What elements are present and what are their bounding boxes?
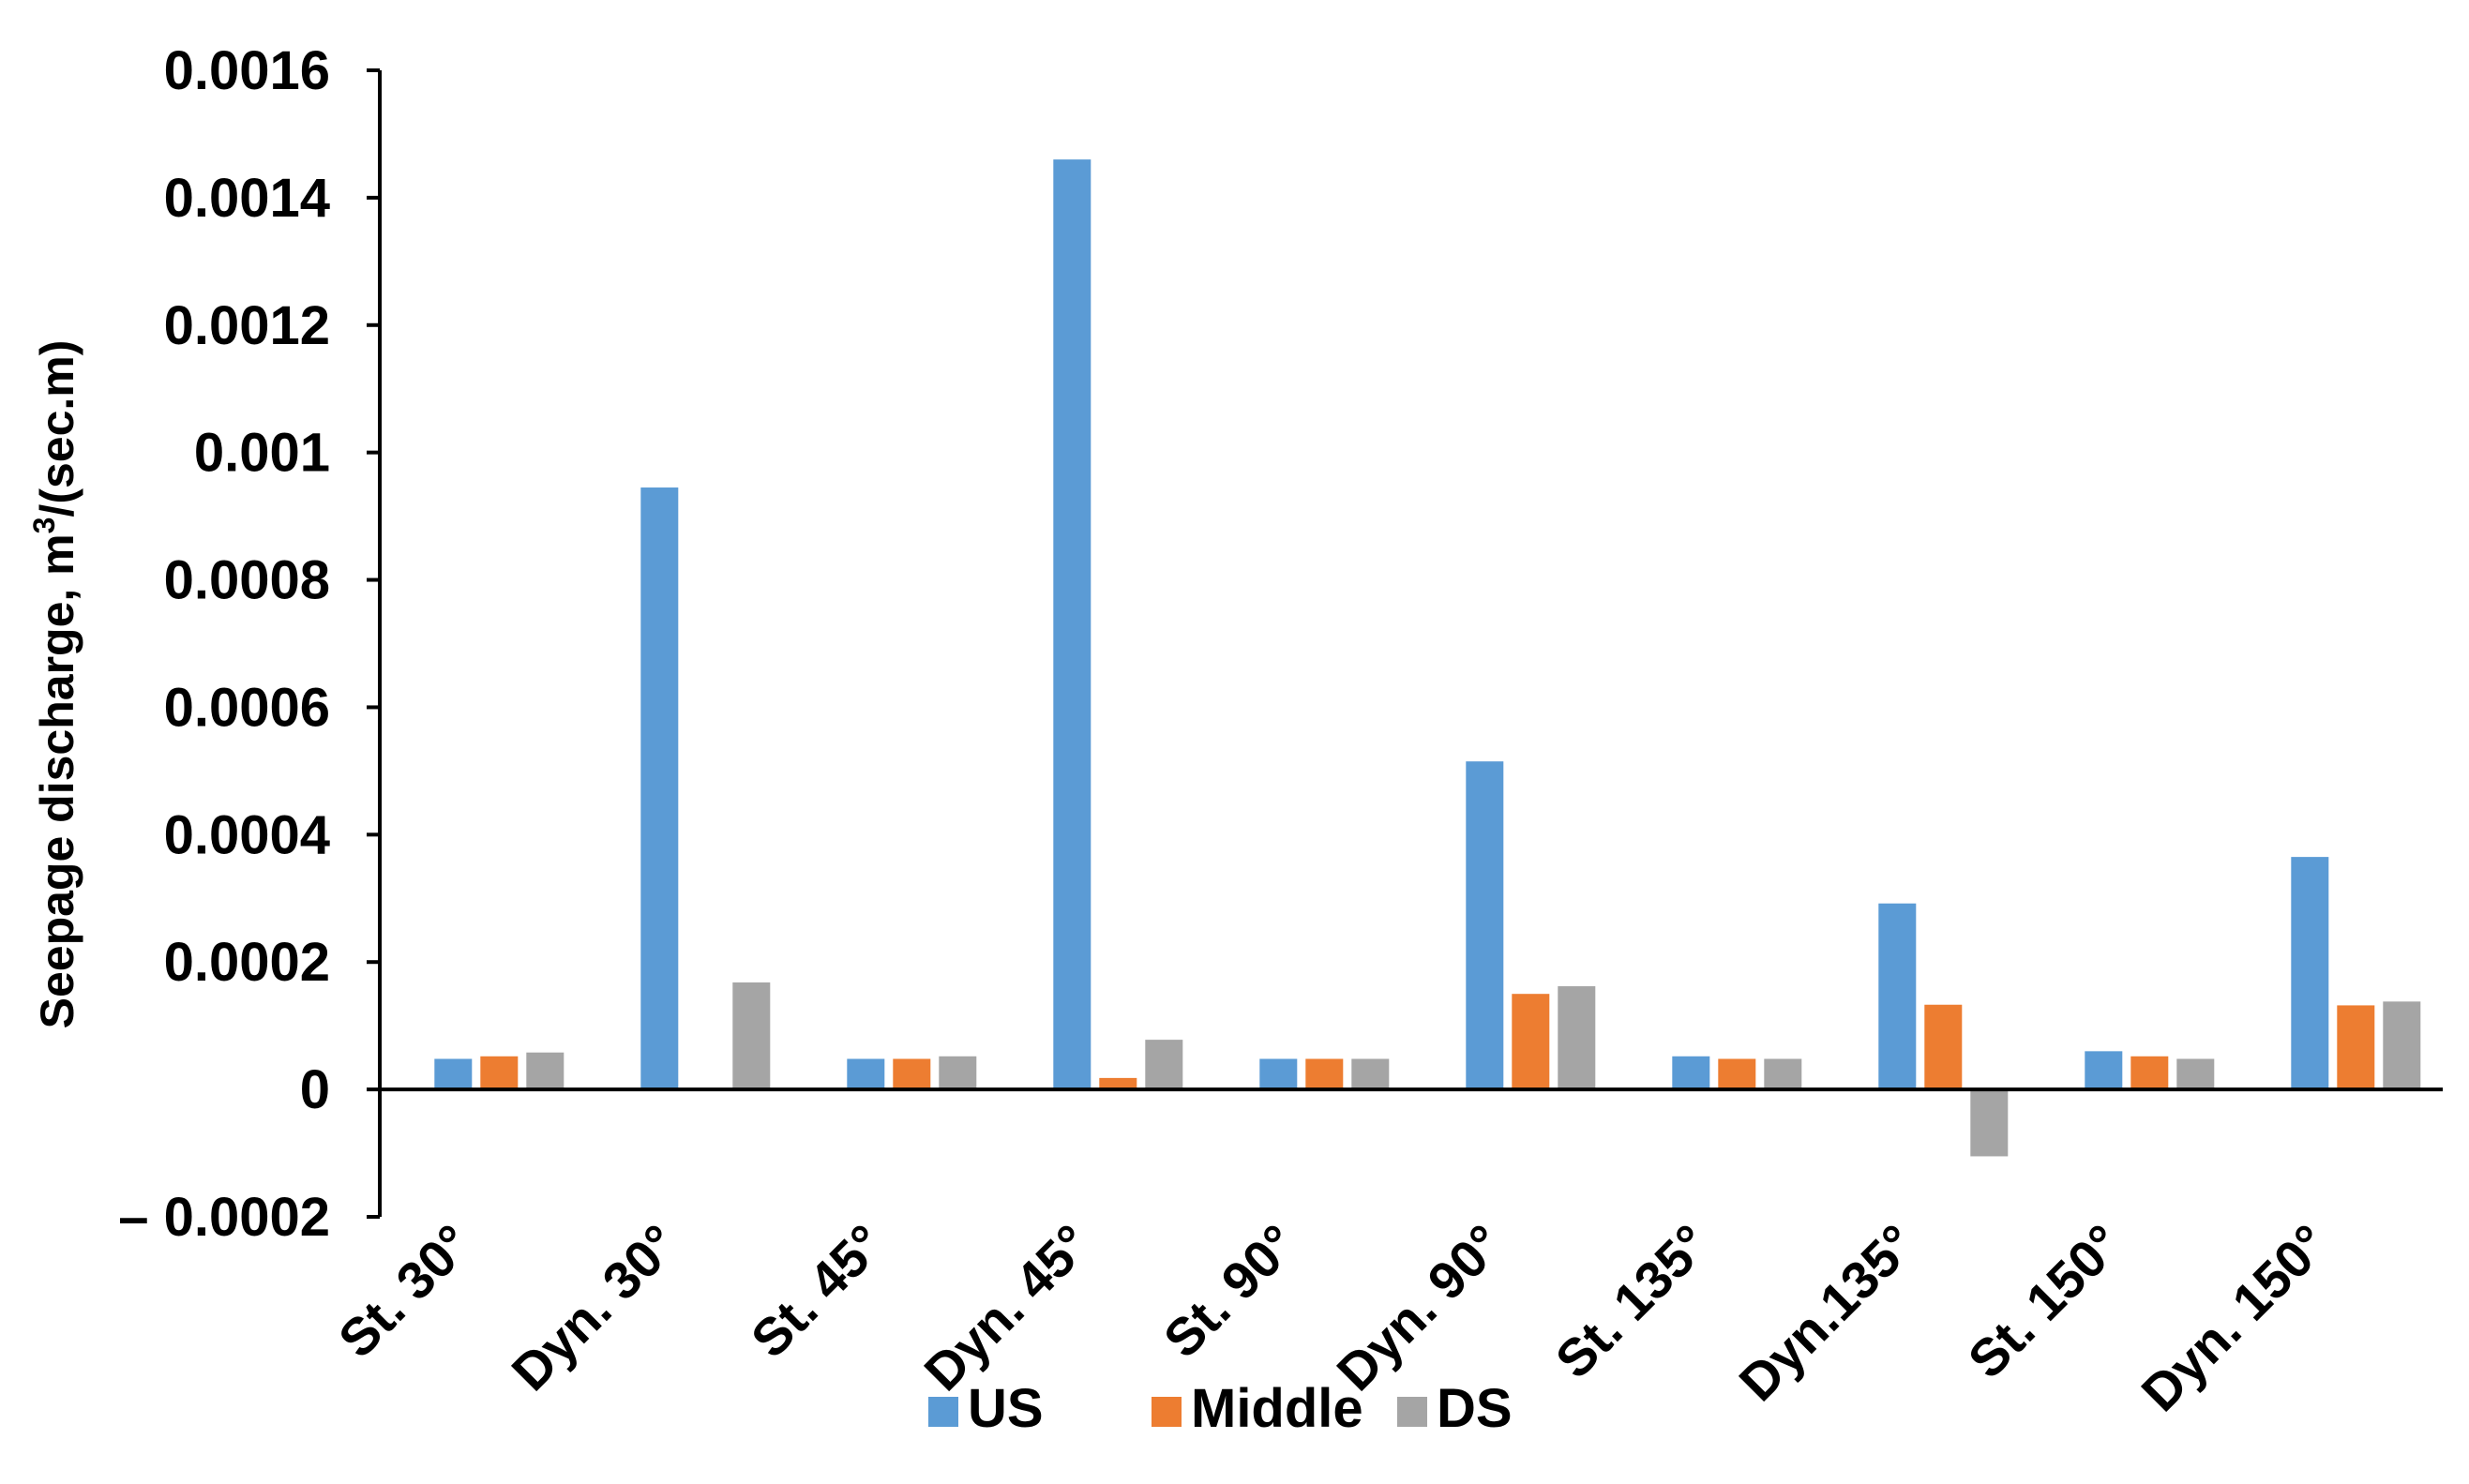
y-tick-label: 0.0002 bbox=[164, 932, 330, 993]
y-tick-label: 0.001 bbox=[194, 423, 330, 484]
x-category-label: Dyn. 150° bbox=[2130, 1213, 2339, 1422]
y-axis-title: Seepage discharge, m3/(sec.m) bbox=[27, 340, 83, 1029]
x-category-label: St. 30° bbox=[327, 1213, 483, 1369]
bar-us-4 bbox=[1259, 1058, 1298, 1090]
bar-us-5 bbox=[1466, 761, 1504, 1090]
bar-us-3 bbox=[1053, 159, 1091, 1090]
y-tick-label: 0.0004 bbox=[164, 804, 330, 865]
bar-us-2 bbox=[847, 1058, 885, 1090]
bar-us-7 bbox=[1878, 903, 1917, 1090]
legend-swatch-us bbox=[928, 1397, 958, 1427]
legend-label-ds: DS bbox=[1437, 1378, 1513, 1439]
bar-us-6 bbox=[1672, 1056, 1710, 1090]
x-category-label: St. 45° bbox=[740, 1213, 896, 1369]
y-tick-label: 0.0006 bbox=[164, 677, 330, 738]
bar-middle-0 bbox=[480, 1056, 519, 1090]
bar-middle-6 bbox=[1718, 1058, 1756, 1090]
legend-label-us: US bbox=[968, 1378, 1044, 1439]
y-tick-label: 0.0008 bbox=[164, 550, 330, 611]
y-tick-label: – 0.0002 bbox=[118, 1187, 330, 1248]
bar-ds-6 bbox=[1764, 1058, 1802, 1090]
bar-ds-7 bbox=[1970, 1089, 2009, 1157]
bars-layer bbox=[434, 159, 2421, 1157]
legend-swatch-ds bbox=[1397, 1397, 1427, 1427]
bar-middle-4 bbox=[1305, 1058, 1344, 1090]
bar-middle-5 bbox=[1512, 994, 1550, 1090]
legend-swatch-middle bbox=[1152, 1397, 1182, 1427]
y-tick-label: 0 bbox=[300, 1059, 330, 1120]
legend-label-middle: Middle bbox=[1191, 1378, 1363, 1439]
bar-middle-8 bbox=[2130, 1056, 2169, 1090]
bar-ds-1 bbox=[732, 982, 771, 1090]
y-tick-labels: – 0.0002 0 0.0002 0.0004 0.0006 0.0008 0.001 0.… bbox=[118, 40, 330, 1248]
bar-ds-3 bbox=[1145, 1040, 1183, 1090]
bar-ds-9 bbox=[2383, 1001, 2421, 1090]
x-category-label: St. 150° bbox=[1957, 1213, 2133, 1389]
bar-ds-5 bbox=[1558, 986, 1596, 1090]
x-category-label: Dyn. 30° bbox=[500, 1213, 688, 1402]
x-category-label: St. 90° bbox=[1152, 1213, 1308, 1369]
y-tick-label: 0.0012 bbox=[164, 295, 330, 356]
bar-middle-2 bbox=[893, 1058, 931, 1090]
bar-ds-2 bbox=[939, 1056, 977, 1090]
x-category-label: Dyn. 90° bbox=[1325, 1213, 1513, 1402]
bar-middle-9 bbox=[2337, 1005, 2375, 1090]
bar-ds-4 bbox=[1351, 1058, 1390, 1090]
bar-middle-3 bbox=[1099, 1077, 1137, 1090]
bar-middle-7 bbox=[1924, 1004, 1963, 1090]
y-tick-label: 0.0016 bbox=[164, 40, 330, 101]
bar-us-8 bbox=[2085, 1051, 2123, 1090]
y-tick-label: 0.0014 bbox=[164, 168, 330, 229]
x-category-label: Dyn.135° bbox=[1727, 1213, 1926, 1412]
legend: US Middle DS bbox=[928, 1378, 1513, 1439]
bar-ds-8 bbox=[2176, 1058, 2215, 1090]
bar-us-0 bbox=[434, 1058, 473, 1090]
x-category-label: Dyn. 45° bbox=[912, 1213, 1101, 1402]
bar-us-1 bbox=[640, 487, 679, 1090]
axes-layer bbox=[367, 68, 2443, 1219]
x-category-label: St. 135° bbox=[1544, 1213, 1721, 1389]
bar-us-9 bbox=[2291, 857, 2329, 1090]
bar-ds-0 bbox=[526, 1052, 565, 1090]
